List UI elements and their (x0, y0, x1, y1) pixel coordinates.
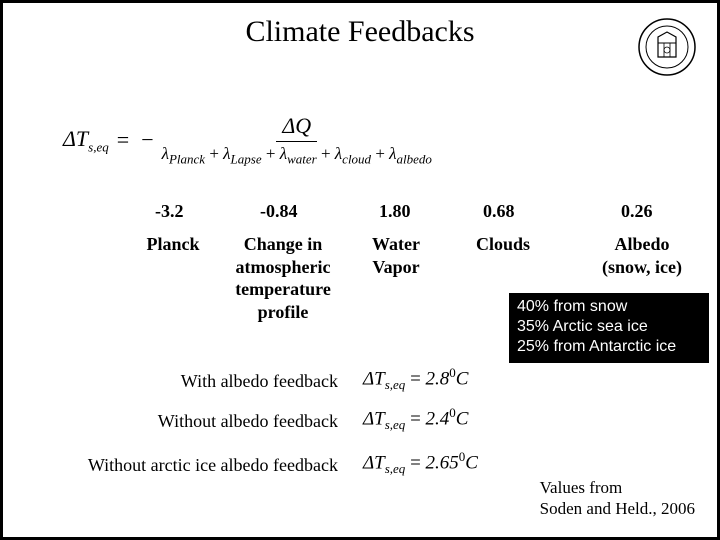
value-albedo: 0.26 (621, 201, 653, 222)
feedback-without-albedo: Without albedo feedback (3, 411, 338, 432)
feedback-without-arctic: Without arctic ice albedo feedback (3, 455, 338, 476)
label-cloud: Clouds (463, 233, 543, 256)
label-lapse: Change in atmospheric temperature profil… (223, 233, 343, 323)
label-planck: Planck (133, 233, 213, 256)
label-water: Water Vapor (361, 233, 431, 278)
value-planck: -3.2 (155, 201, 184, 222)
label-albedo: Albedo (snow, ice) (587, 233, 697, 278)
main-equation: ΔTs,eq = − ΔQ λPlanck + λLapse + λwater … (63, 113, 436, 167)
value-lapse: -0.84 (260, 201, 298, 222)
citation: Values from Soden and Held., 2006 (540, 478, 695, 519)
result-without-arctic: ΔTs,eq = 2.650C (363, 449, 478, 477)
slide-title: Climate Feedbacks (3, 15, 717, 49)
feedback-with-albedo: With albedo feedback (3, 371, 338, 392)
university-logo (637, 17, 697, 77)
value-water: 1.80 (379, 201, 411, 222)
albedo-breakdown-box: 40% from snow 35% Arctic sea ice 25% fro… (509, 293, 709, 363)
result-without-albedo: ΔTs,eq = 2.40C (363, 405, 468, 433)
result-with-albedo: ΔTs,eq = 2.80C (363, 365, 468, 393)
value-cloud: 0.68 (483, 201, 515, 222)
